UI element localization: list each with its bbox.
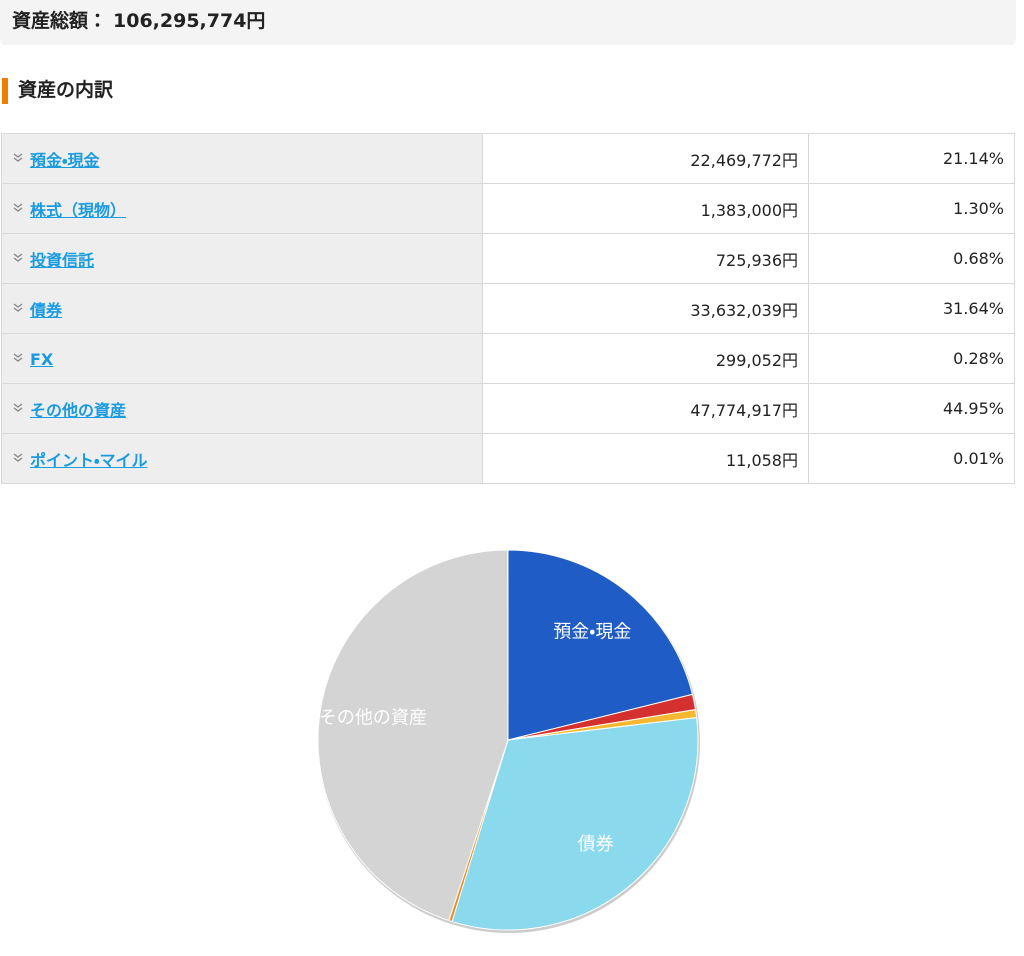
table-row: 株式（現物） 1,383,000円 1.30%	[1, 183, 1015, 234]
name-cell: 投資信託	[1, 233, 483, 284]
name-cell: FX	[1, 333, 483, 384]
expand-icon	[13, 452, 23, 462]
table-row: 債券 33,632,039円 31.64%	[1, 283, 1015, 334]
category-link[interactable]: ポイント・マイル	[30, 450, 148, 470]
category-link[interactable]: FX	[30, 349, 54, 369]
chevron	[13, 406, 23, 412]
total-bar: 資産総額： 106,295,774円	[0, 0, 1016, 45]
expand-icon	[13, 302, 23, 312]
chevron	[13, 202, 23, 208]
chevron	[13, 206, 23, 212]
pie-slice	[507, 549, 694, 741]
name-cell: 預金・現金	[1, 133, 483, 184]
pie-slice	[451, 717, 699, 931]
chevron	[13, 357, 23, 362]
amount-cell: 33,632,039円	[482, 283, 809, 334]
name-cell: ポイント・マイル	[1, 433, 483, 484]
name-cell: 債券	[1, 283, 483, 334]
expand-icon	[13, 402, 23, 412]
category-link[interactable]: 預金・現金	[30, 150, 100, 170]
name-cell: その他の資産	[1, 383, 483, 434]
percent-cell: 21.14%	[808, 133, 1015, 184]
category-link[interactable]: 株式（現物）	[30, 200, 127, 220]
expand-icon	[13, 152, 23, 162]
category-link[interactable]: 投資信託	[30, 250, 95, 270]
amount-cell: 725,936円	[482, 233, 809, 284]
chevron	[13, 152, 23, 158]
expand-icon	[13, 353, 23, 362]
slice-label: 預金・現金	[553, 621, 631, 642]
percent-cell: 44.95%	[808, 383, 1015, 434]
percent-cell: 0.68%	[808, 233, 1015, 284]
chevron	[13, 456, 23, 462]
chevron	[13, 353, 23, 358]
category-link[interactable]: その他の資産	[30, 400, 127, 420]
chevron	[13, 252, 23, 258]
slice-label: 債券	[578, 834, 614, 855]
total-value: 106,295,774円	[113, 10, 266, 32]
total-label: 資産総額：	[12, 10, 108, 32]
table-row: FX 299,052円 0.28%	[1, 333, 1015, 384]
percent-cell: 0.01%	[808, 433, 1015, 484]
name-cell: 株式（現物）	[1, 183, 483, 234]
table-row: その他の資産 47,774,917円 44.95%	[1, 383, 1015, 434]
category-link[interactable]: 債券	[30, 300, 63, 320]
table-row: 預金・現金 22,469,772円 21.14%	[1, 133, 1015, 184]
expand-icon	[13, 202, 23, 212]
table-row: ポイント・マイル 11,058円 0.01%	[1, 433, 1015, 484]
amount-cell: 1,383,000円	[482, 183, 809, 234]
chevron	[13, 256, 23, 262]
amount-cell: 11,058円	[482, 433, 809, 484]
amount-cell: 47,774,917円	[482, 383, 809, 434]
amount-cell: 22,469,772円	[482, 133, 809, 184]
chevron	[13, 402, 23, 408]
percent-cell: 31.64%	[808, 283, 1015, 334]
percent-cell: 1.30%	[808, 183, 1015, 234]
table-row: 投資信託 725,936円 0.68%	[1, 233, 1015, 284]
amount-cell: 299,052円	[482, 333, 809, 384]
pie-slice	[317, 549, 509, 922]
chevron	[13, 156, 23, 162]
breakdown-table: 預金・現金 22,469,772円 21.14% 株式（現物） 1,383,000円 1.…	[1, 133, 1015, 484]
percent-cell: 0.28%	[808, 333, 1015, 384]
section-title: 資産の内訳	[0, 76, 113, 104]
chevron	[13, 302, 23, 308]
slice-label: その他の資産	[319, 707, 427, 728]
expand-icon	[13, 252, 23, 262]
chevron	[13, 452, 23, 458]
chevron	[13, 306, 23, 312]
